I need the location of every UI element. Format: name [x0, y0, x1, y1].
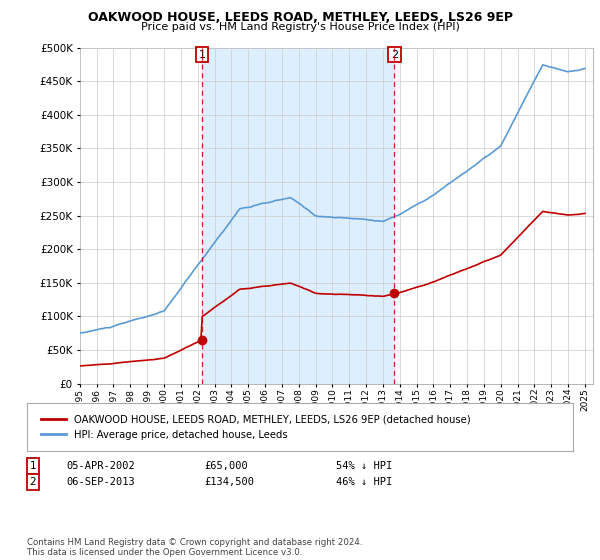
Text: OAKWOOD HOUSE, LEEDS ROAD, METHLEY, LEEDS, LS26 9EP: OAKWOOD HOUSE, LEEDS ROAD, METHLEY, LEED…	[88, 11, 512, 24]
Text: 06-SEP-2013: 06-SEP-2013	[66, 477, 135, 487]
Text: Contains HM Land Registry data © Crown copyright and database right 2024.
This d: Contains HM Land Registry data © Crown c…	[27, 538, 362, 557]
Text: £65,000: £65,000	[204, 461, 248, 471]
Text: Price paid vs. HM Land Registry's House Price Index (HPI): Price paid vs. HM Land Registry's House …	[140, 22, 460, 32]
Text: 1: 1	[29, 461, 37, 471]
Legend: OAKWOOD HOUSE, LEEDS ROAD, METHLEY, LEEDS, LS26 9EP (detached house), HPI: Avera: OAKWOOD HOUSE, LEEDS ROAD, METHLEY, LEED…	[37, 410, 475, 444]
Text: £134,500: £134,500	[204, 477, 254, 487]
Text: 05-APR-2002: 05-APR-2002	[66, 461, 135, 471]
Text: 2: 2	[29, 477, 37, 487]
Text: 46% ↓ HPI: 46% ↓ HPI	[336, 477, 392, 487]
Text: 54% ↓ HPI: 54% ↓ HPI	[336, 461, 392, 471]
Text: 2: 2	[391, 50, 398, 59]
Bar	[202, 48, 394, 384]
Text: 1: 1	[199, 50, 206, 59]
